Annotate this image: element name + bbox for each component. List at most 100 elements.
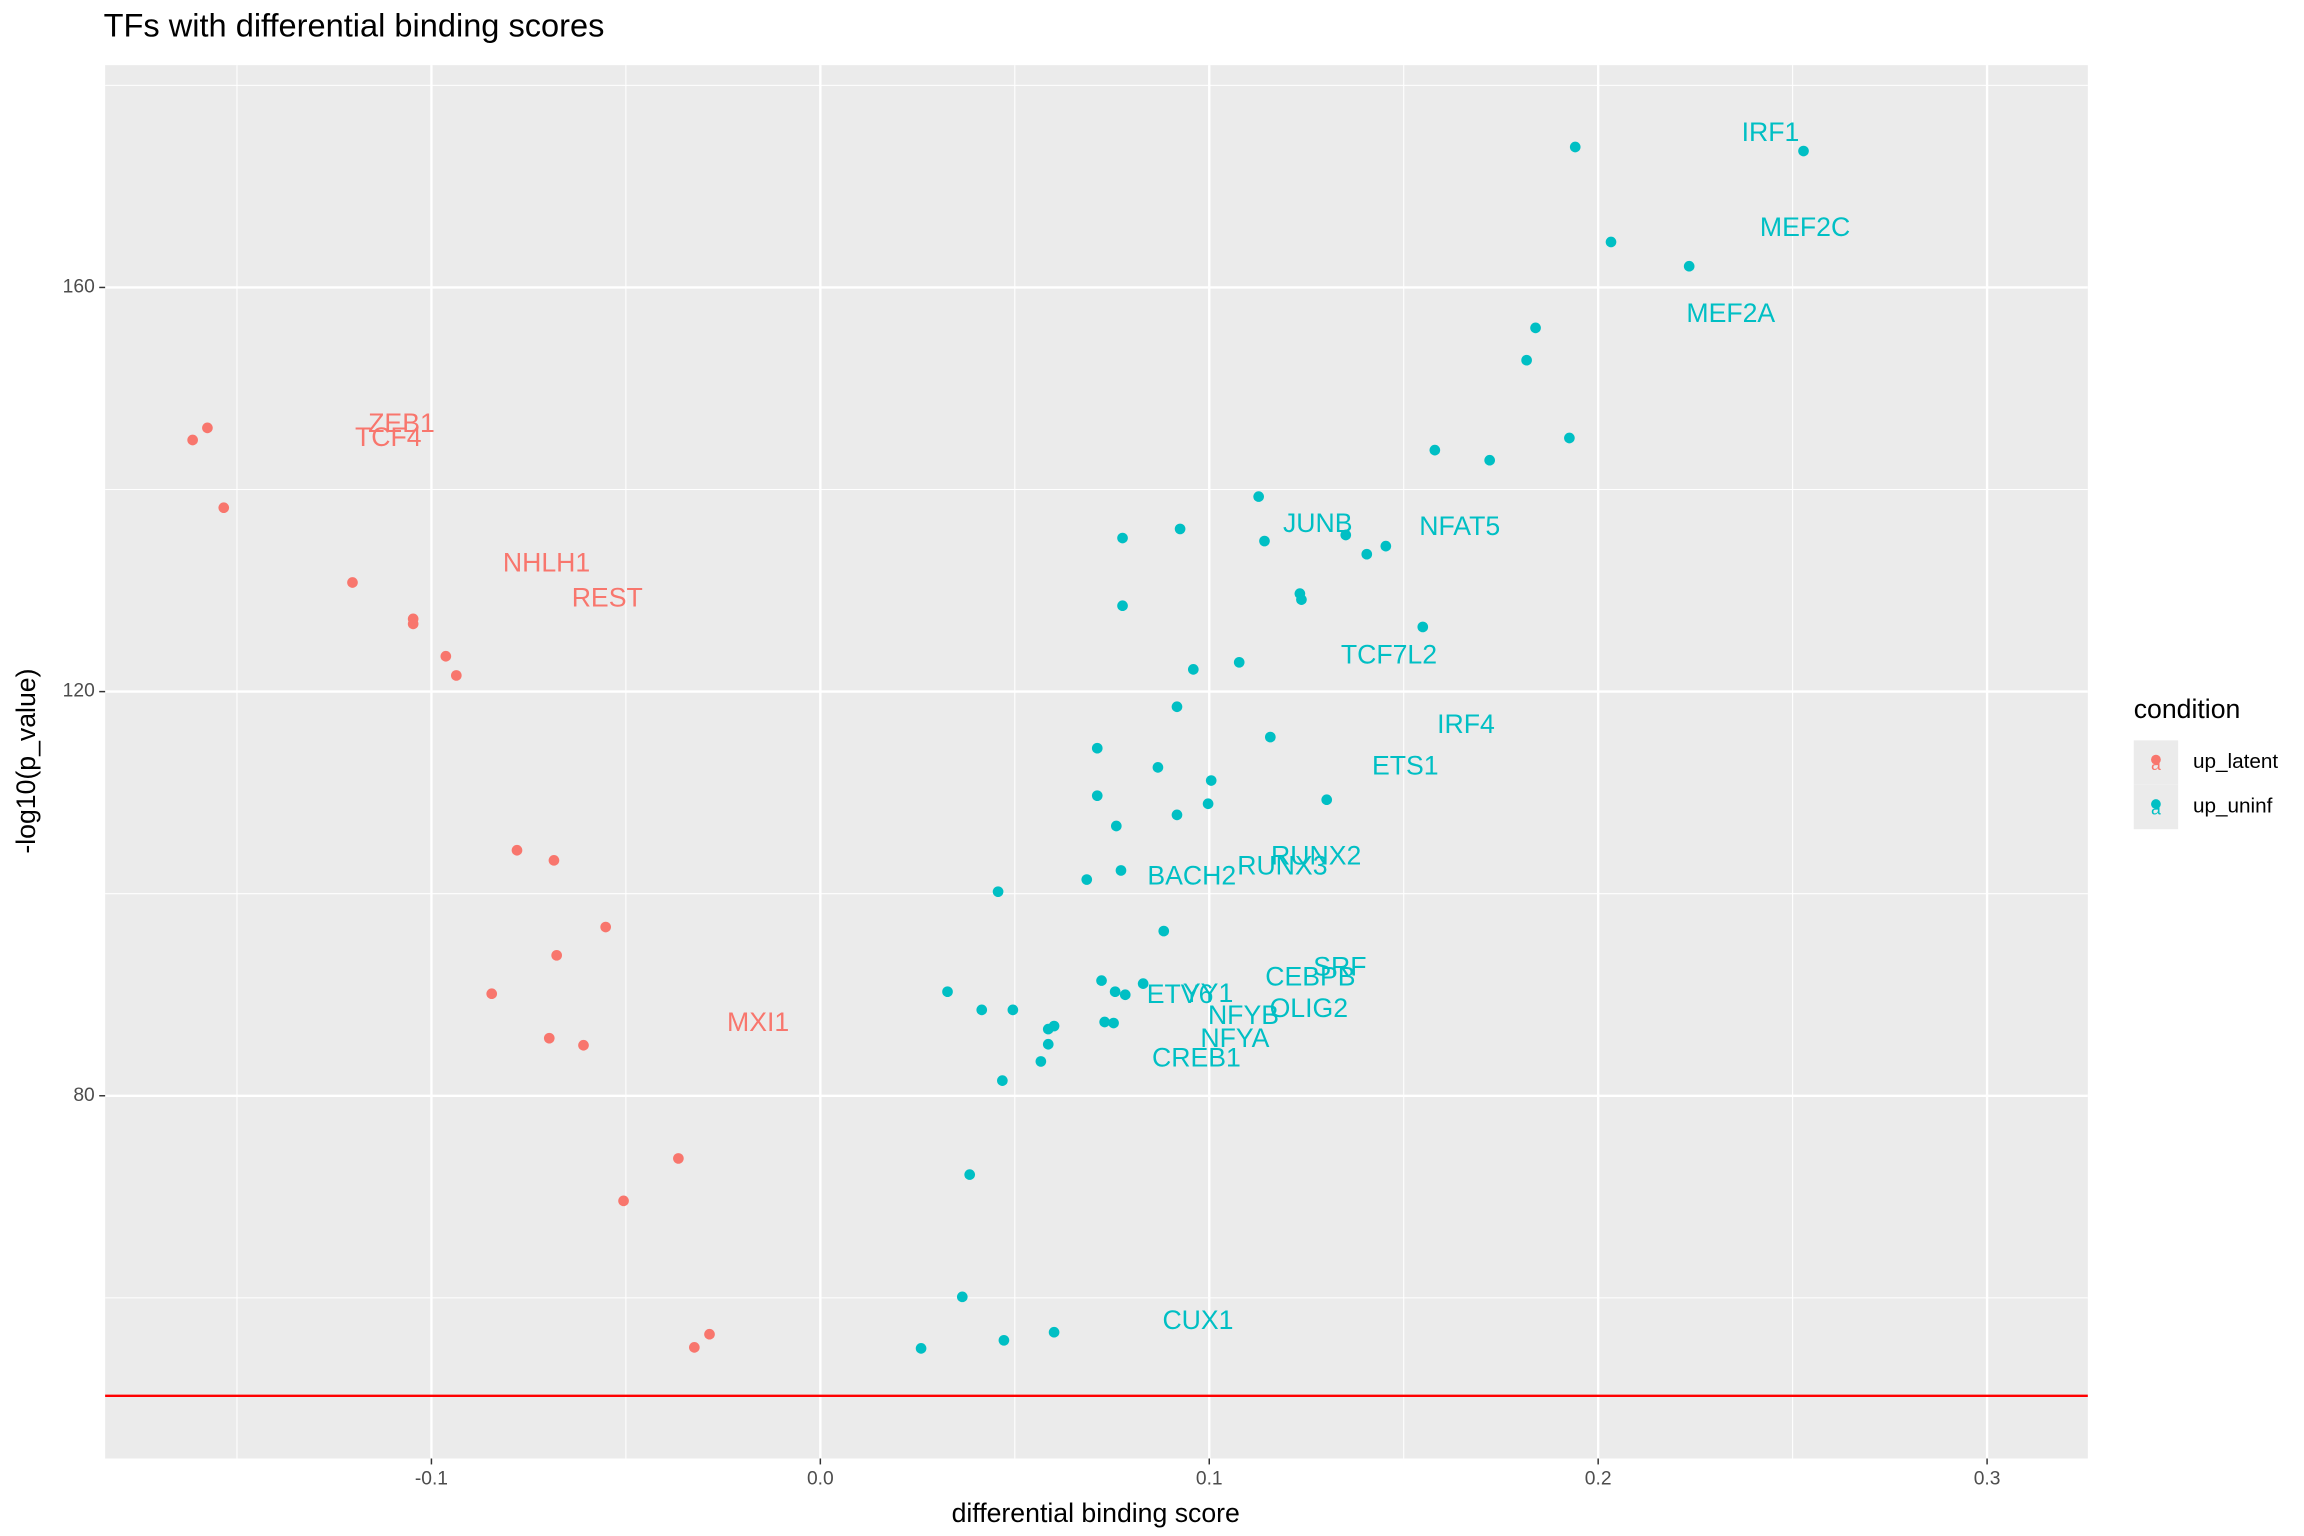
legend-key-point [2151,754,2161,765]
point [1171,809,1183,821]
x-tick-label: 0.1 [1196,1468,1223,1489]
point [218,502,230,514]
point-label: MEF2C [1760,212,1850,242]
point-label: ETV6 [1147,979,1214,1009]
point-label: RUNX3 [1237,850,1327,880]
x-tick-label: 0.0 [807,1468,834,1489]
point [1530,322,1541,334]
point [1119,989,1131,1001]
chart-title: TFs with differential binding scores [104,8,605,44]
point [486,988,498,1000]
point [992,886,1004,898]
point [1417,621,1429,633]
point-label: RUNX2 [1271,840,1361,870]
marks [105,141,2088,1398]
point-label: YY1 [1183,978,1233,1008]
point [548,855,560,866]
point [704,1328,715,1340]
grid [105,65,2088,1459]
point [1171,701,1183,713]
point [1233,656,1245,668]
point [1798,145,1809,157]
point [1429,444,1441,456]
point [407,618,419,630]
point-label: NHLH1 [503,547,590,577]
point [1484,454,1495,466]
point [1081,874,1093,885]
x-tick-label: -0.1 [415,1468,448,1489]
point [964,1169,976,1180]
point-label: CREB1 [1152,1042,1241,1072]
y-tick-label: 80 [73,1085,94,1106]
point-label: BACH2 [1147,861,1236,891]
point-label: NFAT5 [1419,511,1500,541]
point-label: ZEB1 [368,408,435,438]
point [1296,594,1307,605]
point-label: NFYA [1200,1023,1269,1053]
point [1174,523,1186,535]
y-tick-label: 160 [63,277,95,298]
point [1035,1056,1047,1067]
point-label: TCF4 [355,422,422,452]
point [347,577,358,588]
point [1091,742,1103,754]
point [1340,529,1352,541]
point [1158,925,1170,937]
point-label: IRF1 [1742,117,1800,147]
point [1205,775,1217,786]
point-label: MEF2A [1686,298,1775,328]
point [511,844,523,856]
point [998,1334,1010,1346]
point [202,422,213,434]
point [618,1195,629,1207]
point [1683,260,1695,272]
point [1253,491,1264,502]
point [976,1004,988,1016]
point [1521,354,1532,366]
point-label: IRF4 [1437,709,1495,739]
point [1152,762,1164,773]
panel-background [105,65,2088,1459]
x-tick-label: 0.2 [1585,1468,1612,1489]
point [1115,865,1127,876]
point [187,434,198,446]
point [1259,535,1270,547]
point [1564,432,1575,444]
point [1361,548,1373,560]
point [551,949,562,961]
legend: aup_latentaup_uninf [2133,740,2278,830]
point [600,921,611,933]
x-tick-label: 0.3 [1974,1468,2001,1489]
point-label: SRF [1313,952,1366,982]
point-label: CUX1 [1162,1305,1233,1335]
point [1569,141,1581,153]
point [440,650,452,662]
point-label: NFYB [1208,1000,1279,1030]
point [1202,798,1214,810]
point [1108,1017,1119,1029]
point [689,1342,700,1353]
point [1096,975,1107,986]
point [543,1032,555,1044]
point [1091,790,1103,802]
point [673,1153,684,1164]
point [1042,1023,1054,1035]
point [1137,978,1149,989]
point [1264,731,1276,743]
point [1007,1004,1019,1016]
point [1109,986,1121,998]
point [1048,1326,1060,1338]
point [450,670,462,681]
point [1117,600,1128,612]
y-axis-title: -log10(p_value) [11,669,41,854]
point [1321,794,1333,806]
point [1117,532,1128,544]
point-label: CEBPB [1265,962,1355,992]
legend-label: up_uninf [2193,794,2273,817]
point [1099,1016,1110,1028]
point-label: TCF7L2 [1341,639,1437,669]
point [997,1075,1008,1086]
point [1380,540,1392,552]
legend-title: condition [2134,694,2241,724]
